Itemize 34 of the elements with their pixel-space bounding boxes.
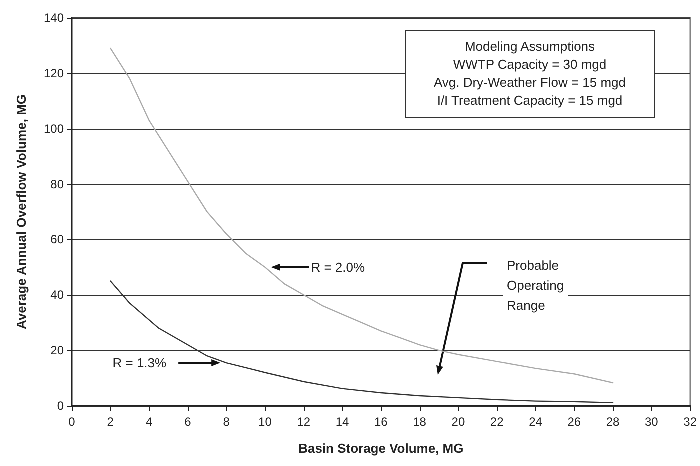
- x-tick-label: 12: [297, 415, 311, 429]
- annotation: I/I Treatment Capacity = 15 mgd: [436, 92, 624, 110]
- series-label: R = 2.0%: [311, 260, 366, 275]
- annotation: Avg. Dry-Weather Flow = 15 mgd: [432, 74, 628, 92]
- x-tick-label: 24: [529, 415, 543, 429]
- series-label: R = 1.3%: [112, 356, 168, 371]
- annotation: Modeling Assumptions: [464, 38, 596, 56]
- y-axis-title: Average Annual Overflow Volume, MG: [14, 94, 29, 330]
- x-tick-label: 28: [606, 415, 620, 429]
- x-tick-label: 2: [107, 415, 114, 429]
- y-tick-label: 140: [44, 11, 64, 25]
- x-tick-label: 22: [490, 415, 504, 429]
- x-tick-label: 16: [374, 415, 388, 429]
- y-tick-label: 0: [57, 399, 64, 413]
- x-tick-label: 8: [223, 415, 230, 429]
- x-tick-label: 32: [684, 415, 698, 429]
- x-tick-label: 10: [258, 415, 272, 429]
- x-tick-label: 6: [184, 415, 192, 429]
- x-tick-label: 18: [413, 415, 427, 429]
- y-tick-label: 40: [50, 288, 64, 302]
- x-tick-label: 30: [645, 415, 659, 429]
- y-tick-label: 20: [50, 344, 64, 358]
- x-tick-label: 4: [146, 415, 153, 429]
- y-tick-label: 80: [50, 177, 64, 192]
- x-tick-label: 26: [568, 415, 582, 429]
- y-tick-label: 100: [44, 122, 64, 136]
- annotation: WWTP Capacity = 30 mgd: [452, 56, 608, 74]
- x-tick-label: 14: [336, 415, 350, 429]
- y-tick-label: 60: [50, 232, 64, 247]
- x-tick-label: 0: [68, 415, 76, 429]
- annotation: Probable Operating Range: [503, 256, 568, 316]
- x-tick-label: 20: [452, 415, 466, 429]
- x-axis-title: Basin Storage Volume, MG: [298, 441, 464, 456]
- y-tick-label: 120: [44, 66, 64, 80]
